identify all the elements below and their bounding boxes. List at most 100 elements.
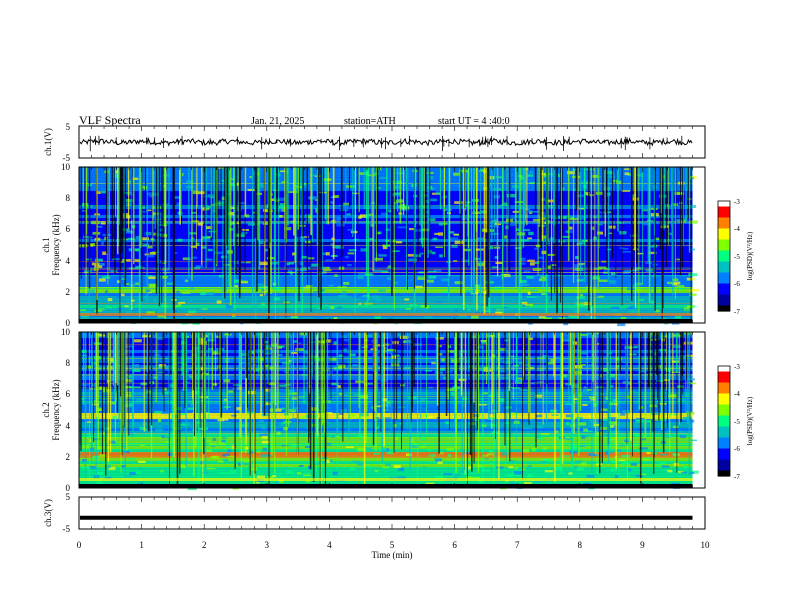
- spectrogram-speckle: [607, 438, 617, 441]
- spectrogram-speckle: [409, 304, 417, 307]
- spectrogram-speckle: [301, 183, 307, 185]
- ch1-waveform-spikes: [89, 135, 683, 152]
- spectrogram-speckle: [277, 353, 283, 356]
- spectrogram-speckle: [239, 424, 246, 427]
- xtick-6: 6: [452, 540, 457, 550]
- spectrogram-speckle: [243, 459, 251, 463]
- spectrogram-speckle: [345, 185, 355, 188]
- spectrogram-speckle: [135, 471, 141, 474]
- spectrogram-speckle: [225, 304, 233, 309]
- spectrogram-speckle: [286, 470, 293, 474]
- spectrogram-speckle: [582, 293, 592, 296]
- spectrogram-speckle: [604, 211, 612, 214]
- spectrogram-speckle: [587, 332, 593, 335]
- spectrogram-speckle: [633, 345, 639, 348]
- spectrogram-speckle: [200, 399, 204, 402]
- spectrogram-speckle: [83, 205, 93, 208]
- spectrogram-speckle: [263, 445, 273, 448]
- spectrogram-speckle: [615, 475, 619, 479]
- spectrogram-speckle: [298, 396, 304, 399]
- spectrogram-speckle: [406, 254, 416, 257]
- spectrogram-speckle: [101, 188, 110, 191]
- spectrogram-speckle: [578, 334, 588, 336]
- spectrogram-speckle: [529, 262, 535, 266]
- spectrogram-speckle: [89, 466, 96, 469]
- spectrogram-speckle: [473, 414, 480, 417]
- spectrogram-band: [79, 242, 693, 246]
- spectrogram-speckle: [534, 381, 544, 384]
- colorbar-cell: [718, 263, 730, 266]
- spectrogram-speckle: [516, 219, 520, 222]
- spectrogram-speckle: [655, 464, 663, 467]
- spectrogram-speckle: [223, 398, 227, 402]
- spectrogram-speckle: [583, 428, 588, 432]
- spectrogram-speckle: [347, 264, 352, 267]
- spectrogram-speckle: [239, 281, 249, 284]
- spectrogram-speckle: [374, 316, 381, 320]
- spectrogram-speckle: [353, 238, 360, 241]
- spectrogram-speckle: [619, 335, 626, 339]
- spectrogram-speckle: [274, 173, 281, 177]
- spectrogram-speckle: [335, 393, 342, 396]
- spectrogram-speckle: [134, 259, 140, 263]
- spectrogram-speckle: [492, 409, 497, 413]
- colorbar-cell: [718, 296, 730, 299]
- spectrogram-speckle: [607, 207, 616, 210]
- ch2-ytick-10: 10: [61, 327, 71, 337]
- spectrogram-speckle: [175, 406, 182, 411]
- spectrogram-band: [79, 203, 693, 207]
- spectrogram-speckle: [325, 259, 333, 262]
- spectrogram-speckle: [506, 193, 516, 198]
- spectrogram-speckle: [515, 408, 520, 411]
- spectrogram-band: [79, 296, 693, 300]
- colorbar-cell: [718, 281, 730, 285]
- spectrogram-speckle: [616, 365, 620, 368]
- spectrogram-speckle: [569, 226, 573, 230]
- spectrogram-band: [79, 308, 693, 312]
- spectrogram-speckle: [503, 360, 512, 364]
- spectrogram-speckle: [569, 450, 578, 454]
- spectrogram-speckle: [598, 279, 608, 283]
- spectrogram-speckle: [322, 178, 332, 182]
- spectrogram-speckle: [347, 252, 355, 255]
- colorbar-cell: [718, 411, 730, 415]
- spectrogram-band: [79, 389, 693, 393]
- ch1-cbar-tick-3: -3: [734, 198, 740, 206]
- spectrogram-speckle: [393, 202, 398, 205]
- spectrogram-speckle: [671, 203, 679, 206]
- spectrogram-speckle: [352, 364, 358, 367]
- spectrogram-speckle: [657, 408, 662, 410]
- spectrogram-speckle: [135, 236, 141, 240]
- spectrogram-speckle: [127, 457, 136, 460]
- spectrogram-speckle: [274, 481, 282, 484]
- ch3-ytick-top: 5: [66, 492, 71, 502]
- spectrogram-speckle: [519, 257, 526, 262]
- spectrogram-band: [79, 275, 693, 279]
- spectrogram-speckle: [80, 315, 90, 318]
- spectrogram-speckle: [374, 469, 379, 473]
- spectrogram-speckle: [463, 452, 471, 454]
- spectrogram-speckle: [124, 283, 130, 285]
- spectrogram-speckle: [508, 466, 514, 469]
- spectrogram-lowband: [79, 313, 693, 316]
- spectrogram-speckle: [656, 380, 664, 382]
- spectrogram-speckle: [439, 254, 443, 258]
- colorbar-cell: [718, 228, 730, 231]
- ch2-spectrogram-panel: 10 8 6 4 2 0 ch.2 Frequency (kHz): [41, 327, 706, 493]
- ch1-ytick-0: 0: [66, 318, 71, 328]
- spectrogram-speckle: [422, 436, 426, 441]
- spectrogram-speckle: [232, 387, 236, 391]
- spectrogram-speckle: [314, 357, 324, 361]
- spectrogram-speckle: [487, 453, 494, 456]
- ch2-ytick-0: 0: [66, 483, 71, 493]
- spectrogram-speckle: [610, 430, 619, 434]
- spectrogram-speckle: [540, 433, 550, 436]
- spectrogram-speckle: [370, 224, 375, 227]
- spectrogram-speckle: [142, 210, 148, 213]
- spectrogram-speckle: [494, 255, 499, 259]
- spectrogram-speckle: [603, 368, 610, 372]
- spectrogram-speckle: [295, 348, 305, 351]
- spectrogram-speckle: [576, 279, 584, 282]
- spectrogram-speckle: [223, 264, 231, 266]
- spectrogram-speckle: [573, 397, 579, 401]
